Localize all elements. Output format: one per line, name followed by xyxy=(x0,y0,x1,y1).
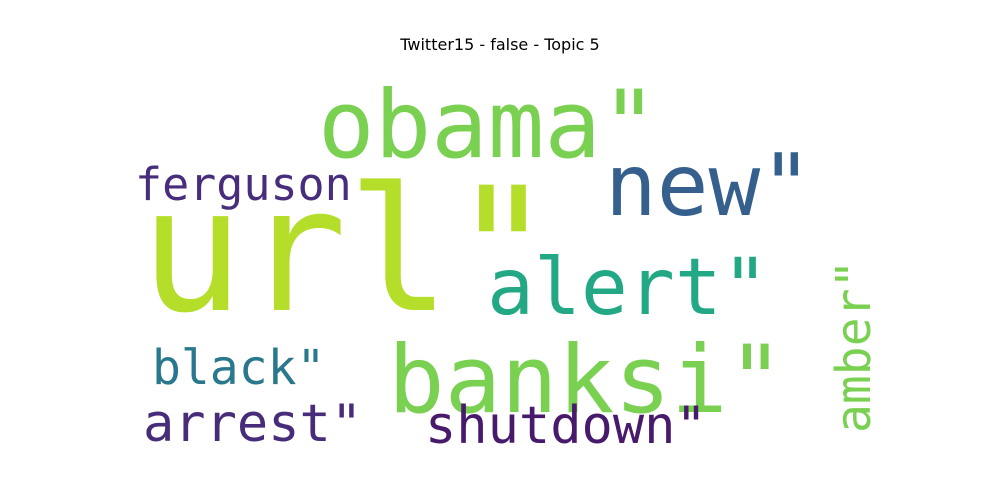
word-amber: amber" xyxy=(826,260,882,433)
word-ferguson: ferguson xyxy=(135,158,352,211)
word-arrest: arrest" xyxy=(143,394,362,454)
word-new: new" xyxy=(605,136,812,236)
word-alert: alert" xyxy=(487,243,769,333)
word-black: black" xyxy=(152,340,325,396)
word-shutdown: shutdown" xyxy=(425,396,707,456)
word-banksi: banksi" xyxy=(388,326,784,435)
word-obama: obama" xyxy=(318,71,658,180)
chart-title: Twitter15 - false - Topic 5 xyxy=(400,35,600,54)
word-url: url" xyxy=(140,150,554,351)
